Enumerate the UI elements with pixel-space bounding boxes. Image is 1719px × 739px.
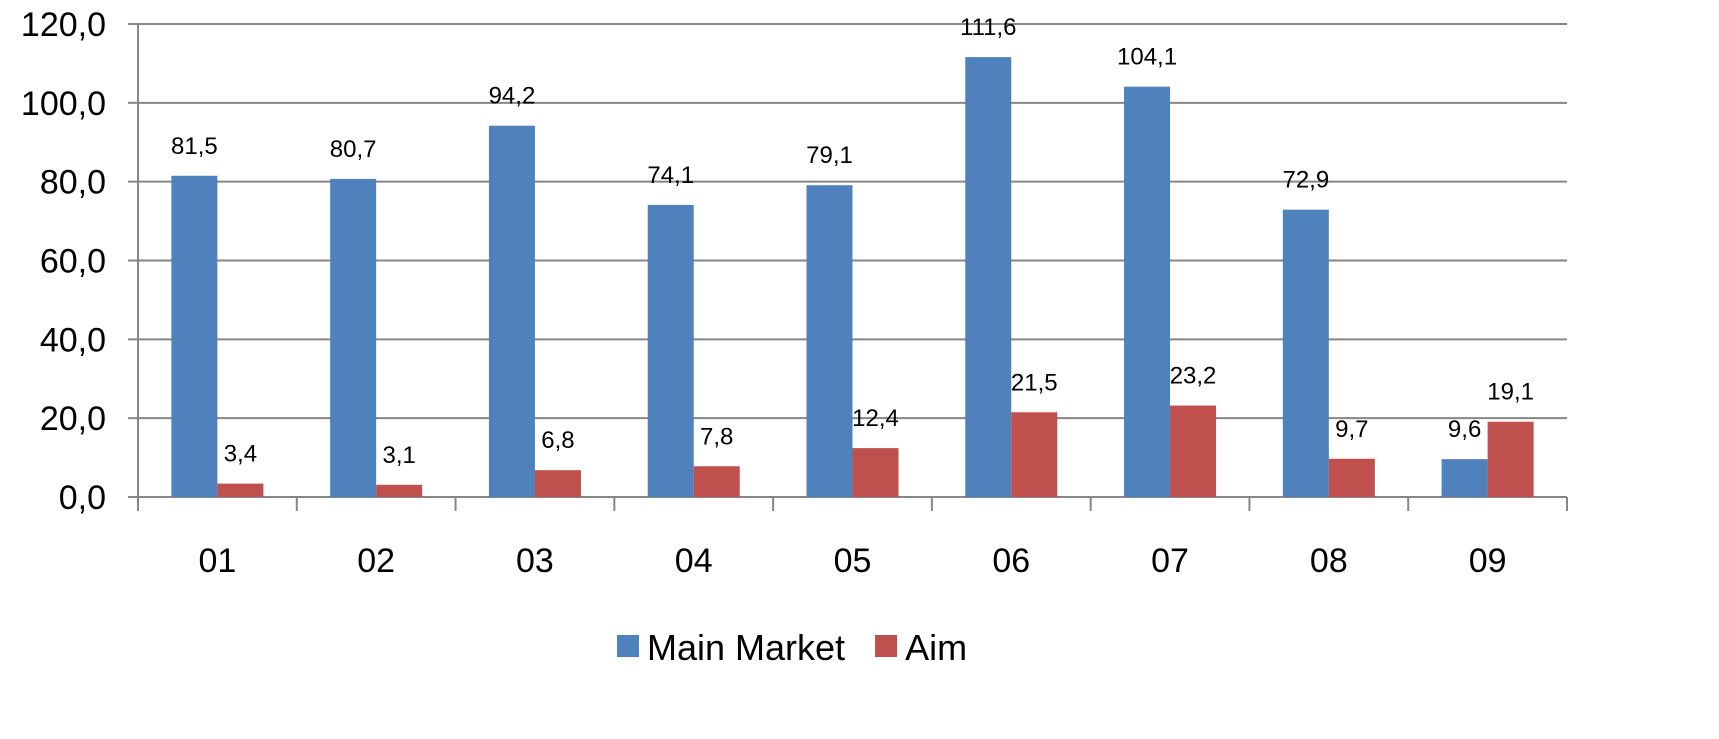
x-tick-label: 05 — [834, 542, 872, 580]
bar-aim — [1487, 421, 1534, 497]
bar-main-market — [330, 178, 377, 497]
bar-aim — [852, 448, 899, 497]
y-tick-label: 40,0 — [40, 321, 106, 359]
bar-aim — [376, 484, 423, 497]
bar-main-market — [1124, 86, 1171, 498]
x-tick-label: 08 — [1310, 542, 1348, 580]
data-label: 94,2 — [489, 83, 536, 110]
x-tick-label: 07 — [1151, 542, 1189, 580]
data-label: 12,4 — [852, 405, 899, 432]
y-tick-label: 60,0 — [40, 243, 106, 281]
data-label: 80,7 — [330, 136, 377, 163]
data-label: 23,2 — [1170, 363, 1217, 390]
x-tick-label: 02 — [357, 542, 395, 580]
bar-aim — [1170, 405, 1217, 497]
legend-swatch — [875, 635, 898, 657]
y-tick-label: 0,0 — [59, 479, 106, 517]
x-tick-label: 03 — [516, 542, 554, 580]
bar-main-market — [806, 185, 853, 497]
y-tick-label: 20,0 — [40, 400, 106, 438]
bar-main-market — [171, 175, 218, 498]
x-tick-label: 04 — [675, 542, 713, 580]
bar-main-market — [647, 204, 694, 498]
data-label: 3,1 — [382, 442, 415, 469]
data-label: 19,1 — [1487, 379, 1534, 406]
bar-aim — [693, 466, 740, 497]
data-label: 7,8 — [700, 423, 733, 450]
data-label: 9,6 — [1448, 416, 1481, 443]
data-label: 79,1 — [806, 142, 853, 169]
legend-label: Aim — [905, 627, 967, 668]
bar-aim — [1328, 458, 1375, 497]
bar-aim — [217, 483, 264, 497]
data-label: 6,8 — [541, 427, 574, 454]
bar-main-market — [1441, 459, 1488, 497]
y-tick-label: 80,0 — [40, 164, 106, 202]
x-tick-label: 09 — [1469, 542, 1507, 580]
legend-label: Main Market — [647, 627, 845, 668]
bar-aim — [534, 470, 581, 497]
data-label: 81,5 — [171, 133, 218, 160]
data-label: 21,5 — [1011, 369, 1058, 396]
bar-aim — [1011, 412, 1058, 497]
data-label: 111,6 — [960, 14, 1017, 41]
x-tick-label: 01 — [198, 542, 236, 580]
y-tick-label: 100,0 — [21, 85, 106, 123]
legend-swatch — [617, 635, 639, 657]
bar-main-market — [965, 57, 1012, 498]
x-tick-label: 06 — [992, 542, 1030, 580]
data-label: 9,7 — [1335, 416, 1368, 443]
data-label: 104,1 — [1117, 44, 1177, 71]
data-label: 74,1 — [647, 162, 694, 189]
bar-main-market — [488, 125, 535, 497]
data-label: 3,4 — [224, 441, 257, 468]
y-tick-label: 120,0 — [21, 6, 106, 44]
data-label: 72,9 — [1282, 167, 1329, 194]
bar-main-market — [1282, 209, 1329, 497]
